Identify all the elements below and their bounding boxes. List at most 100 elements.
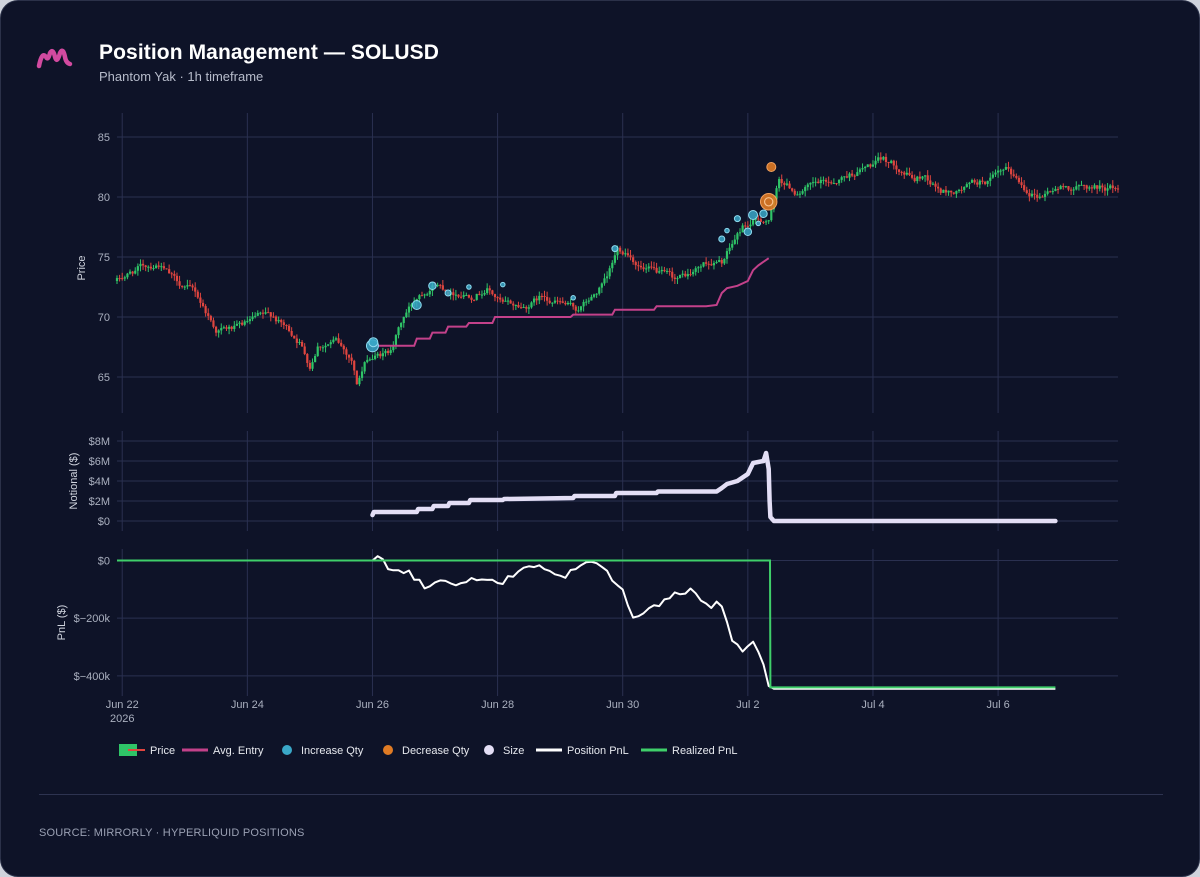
candle: [493, 294, 497, 298]
candle: [314, 356, 317, 363]
candle: [376, 353, 379, 356]
candle: [1109, 185, 1112, 189]
candle: [903, 172, 906, 175]
candle: [267, 312, 270, 314]
candle: [645, 268, 648, 270]
candle: [506, 300, 510, 302]
increase-qty-marker: [755, 220, 762, 227]
candle: [613, 255, 616, 263]
candle: [514, 304, 517, 306]
candle: [822, 179, 825, 181]
candle: [757, 218, 760, 220]
candle: [504, 300, 507, 302]
candle: [483, 292, 486, 295]
candle: [616, 247, 619, 256]
candle: [1043, 193, 1047, 197]
position-chart: 65 70 75 80 85 $0 $2M $4M $6M $8M $0 $−200k $−400k Pr…: [56, 113, 1120, 757]
candle: [457, 294, 460, 297]
candle: [764, 221, 768, 223]
x-tick-label: Jun 30: [606, 699, 639, 711]
candle: [238, 322, 241, 324]
candle: [559, 301, 562, 303]
candle: [162, 266, 166, 269]
candle: [1114, 188, 1117, 190]
candle: [981, 180, 984, 182]
candle: [196, 291, 199, 298]
candle: [793, 190, 796, 195]
candle: [798, 193, 802, 195]
candle: [475, 293, 478, 300]
candle: [452, 292, 455, 296]
candle: [1054, 188, 1057, 192]
candle: [332, 339, 335, 343]
increase-qty-marker: [733, 215, 741, 223]
candle: [509, 300, 512, 304]
candle: [410, 304, 413, 307]
candle: [561, 301, 564, 303]
candle: [407, 306, 411, 313]
candle: [540, 295, 544, 297]
candle: [392, 345, 395, 351]
candle: [306, 353, 309, 363]
candle: [642, 267, 645, 270]
candle: [908, 172, 911, 176]
candle: [801, 191, 804, 194]
increase-qty-dot: [755, 220, 762, 227]
candle: [973, 180, 976, 183]
candle: [360, 371, 364, 378]
legend-item: Decrease Qty: [383, 745, 470, 757]
candle: [791, 188, 794, 191]
candle: [697, 267, 700, 269]
x-tick-year-label: 2026: [110, 713, 134, 725]
candle: [321, 347, 325, 349]
candle: [592, 294, 596, 297]
candle: [650, 266, 653, 268]
candle: [269, 312, 272, 317]
candle: [944, 189, 948, 193]
candle: [499, 297, 502, 300]
candle: [556, 300, 559, 302]
candle: [420, 295, 424, 297]
legend-item: Realized PnL: [641, 745, 737, 757]
candle: [168, 269, 171, 274]
legend-item: Increase Qty: [282, 745, 364, 757]
legend-label: Size: [503, 745, 524, 757]
candle: [254, 315, 257, 317]
candle: [965, 184, 968, 188]
candle: [1101, 185, 1104, 188]
candle: [337, 338, 340, 343]
increase-qty-marker: [611, 245, 619, 253]
candle: [517, 304, 520, 308]
candle: [230, 326, 233, 329]
candle: [1111, 185, 1114, 189]
price-tick-label: 85: [98, 132, 110, 144]
candle: [152, 268, 155, 270]
candle: [170, 273, 173, 275]
candle: [824, 179, 828, 182]
candle: [994, 172, 997, 175]
candle: [1093, 185, 1096, 189]
candle: [879, 157, 882, 160]
candle: [1033, 193, 1036, 195]
candle: [864, 166, 867, 169]
legend-dot-icon: [383, 745, 393, 755]
candle: [655, 267, 658, 273]
increase-qty-marker: [570, 295, 576, 301]
legend-label: Decrease Qty: [402, 745, 470, 757]
candle: [441, 285, 444, 290]
candle: [264, 312, 267, 314]
candle: [308, 362, 312, 369]
candle: [1090, 187, 1094, 189]
candle: [991, 174, 994, 178]
realized-pnl-line: [117, 559, 1056, 689]
candle: [856, 172, 859, 177]
candle: [923, 175, 927, 177]
candle: [579, 306, 583, 311]
candle: [1096, 185, 1099, 189]
candle: [147, 266, 150, 268]
increase-qty-dot: [466, 284, 472, 290]
candle: [759, 219, 762, 222]
candle: [929, 180, 932, 185]
candle: [548, 300, 551, 303]
candle: [566, 302, 570, 305]
